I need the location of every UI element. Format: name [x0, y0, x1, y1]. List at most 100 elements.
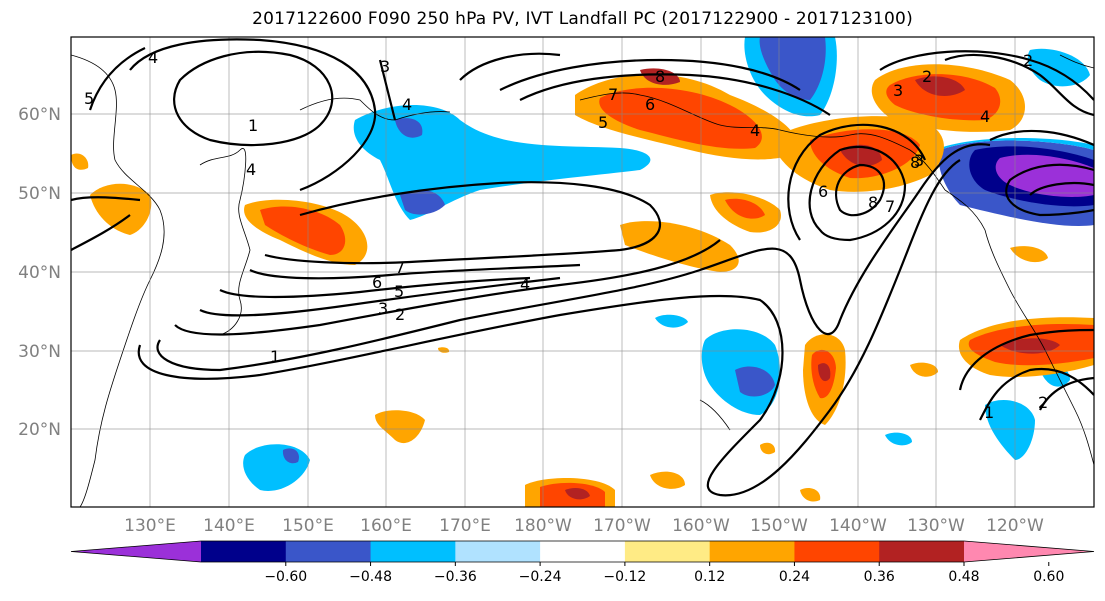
colorbar-tick-label: −0.48	[349, 569, 392, 585]
lon-label: 160°W	[672, 516, 730, 536]
colorbar-tick-label: −0.24	[519, 569, 562, 585]
colorbar-extend-max	[964, 541, 1094, 562]
contour-label: 8	[655, 67, 665, 86]
positive-anomaly-small-6	[800, 488, 821, 502]
lat-label-40n: 40°N	[18, 263, 61, 283]
map-frame	[70, 36, 1095, 508]
contour-label: 5	[84, 89, 94, 108]
colorbar-outline	[70, 540, 1095, 563]
contour-label: 3	[893, 81, 903, 100]
lon-label: 140°E	[203, 516, 255, 536]
latitude-labels: 60°N 50°N 40°N 30°N 20°N	[18, 105, 61, 440]
positive-anomaly-gulf-peak	[640, 68, 680, 85]
colorbar-segment	[794, 541, 880, 562]
positive-anomaly-small-5	[760, 442, 776, 455]
positive-anomaly-japan-core	[260, 206, 346, 255]
contour-label: 3	[378, 299, 388, 318]
contour-label: 4	[520, 275, 530, 294]
colorbar-segment	[370, 541, 456, 562]
colorbar-segment	[285, 541, 372, 562]
contour-label: 2	[1038, 393, 1048, 412]
positive-anomaly-small-7	[438, 347, 450, 353]
colorbar-tick-label: 0.12	[694, 569, 725, 585]
colorbar-segment	[709, 541, 795, 562]
negative-anomaly-south-1-core	[282, 448, 299, 464]
contour-label: 7	[395, 258, 405, 277]
positive-anomaly-central-2-core	[725, 198, 765, 219]
contour-label: 3	[914, 151, 924, 170]
lon-label: 180°W	[514, 516, 572, 536]
colorbar-segment	[201, 541, 287, 562]
contour-label: 2	[1023, 51, 1033, 70]
longitude-labels: 130°E 140°E 150°E 160°E 170°E 180°W 170°…	[124, 516, 1044, 536]
lat-label-50n: 50°N	[18, 184, 61, 204]
colorbar-tick-label: 0.36	[864, 569, 895, 585]
positive-anomaly-central-1	[620, 221, 739, 272]
lon-label: 150°E	[282, 516, 334, 536]
colorbar-tick-label: 0.24	[779, 569, 810, 585]
lat-label-20n: 20°N	[18, 420, 61, 440]
lon-label: 130°W	[907, 516, 965, 536]
positive-anomaly-south-1-peak	[565, 488, 590, 500]
negative-band-core-2	[395, 118, 423, 138]
contour-label: 2	[922, 67, 932, 86]
negative-anomaly-top-core	[759, 37, 826, 100]
lat-label-60n: 60°N	[18, 105, 61, 125]
contour-label: 1	[270, 347, 280, 366]
lat-label-30n: 30°N	[18, 342, 61, 362]
negative-anomaly-central-core	[735, 366, 775, 397]
negative-anomaly-east	[985, 400, 1035, 460]
pv-contours	[71, 38, 1094, 497]
contour-label: 4	[980, 107, 990, 126]
lon-label: 170°W	[593, 516, 651, 536]
contour-label: 4	[148, 48, 158, 67]
colorbar-tick-label: −0.12	[603, 569, 646, 585]
contour-label: 5	[598, 113, 608, 132]
contour-label: 1	[248, 116, 258, 135]
colorbar-extend-min	[71, 541, 201, 562]
contour-label: 2	[1095, 485, 1105, 504]
contour-label: 4	[402, 95, 412, 114]
positive-anomaly-trough-peak	[818, 363, 831, 382]
contour-label: 3	[380, 57, 390, 76]
negative-anomaly-small-1	[655, 314, 688, 328]
lon-label: 150°W	[750, 516, 808, 536]
colorbar-tick-label: −0.60	[264, 569, 307, 585]
positive-anomaly-alaska-peak	[840, 144, 882, 166]
negative-band-core-1	[400, 189, 445, 215]
contour-label: 4	[246, 160, 256, 179]
colorbar-segment	[455, 541, 541, 562]
lon-label: 160°E	[360, 516, 412, 536]
contour-label: 8	[910, 153, 920, 172]
negative-anomaly-east-3	[885, 432, 912, 446]
colorbar-segment	[624, 541, 711, 562]
negative-anomaly-edge	[935, 138, 1094, 150]
contour-label: 7	[608, 85, 618, 104]
contour-label: 4	[750, 121, 760, 140]
gridlines	[71, 37, 1094, 507]
contour-label: 6	[372, 273, 382, 292]
positive-anomaly-west-2	[71, 153, 89, 170]
contour-label: 7	[885, 197, 895, 216]
contour-label: 1	[984, 403, 994, 422]
colorbar-tick-label: 0.60	[1033, 569, 1064, 585]
positive-anomaly-small-1	[375, 410, 425, 444]
lon-label: 170°E	[439, 516, 491, 536]
lon-label: 130°E	[124, 516, 176, 536]
contour-label: 6	[818, 182, 828, 201]
positive-anomaly-small-2	[650, 471, 685, 489]
positive-anomaly-gulf-core	[599, 87, 762, 149]
contour-label: 8	[868, 193, 878, 212]
lon-label: 140°W	[829, 516, 887, 536]
contour-label-group: 1 2 3 4 5 6 7 8 6 8 7 5 4 3 2 4 5 6 7 8 …	[84, 48, 1105, 504]
positive-anomaly-small-4	[1010, 246, 1048, 263]
colorbar-segment	[540, 541, 626, 562]
colorbar-segment	[879, 541, 965, 562]
lon-label: 120°W	[986, 516, 1044, 536]
colorbar-tick-label: −0.36	[434, 569, 477, 585]
map-title: 2017122600 F090 250 hPa PV, IVT Landfall…	[252, 9, 913, 29]
positive-anomaly-small-3	[910, 362, 938, 377]
colorbar-tick-label: 0.48	[948, 569, 979, 585]
contour-label: 5	[394, 282, 404, 301]
